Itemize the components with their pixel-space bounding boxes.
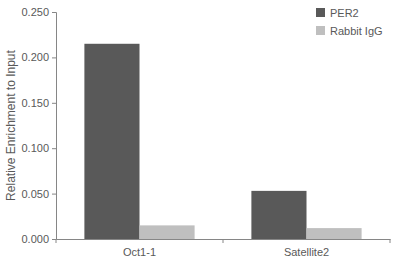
x-tick: Oct1-1 [123, 239, 156, 258]
y-tick: 0.100 [21, 142, 56, 154]
y-tick-label: 0.100 [21, 142, 49, 154]
bar [84, 44, 139, 239]
legend-swatch [316, 8, 325, 17]
y-tick-label: 0.250 [21, 6, 49, 18]
x-separator [223, 239, 224, 243]
y-tick: 0.150 [21, 97, 56, 109]
y-tick-label: 0.000 [21, 233, 49, 245]
bar [307, 228, 362, 239]
y-tick-label: 0.150 [21, 97, 49, 109]
x-separator [56, 239, 57, 243]
y-tick-mark [52, 194, 56, 195]
y-axis: 0.000 0.050 0.100 0.150 0.200 0.250 [21, 6, 56, 245]
x-axis: Oct1-1 Satellite2 [57, 239, 391, 258]
y-tick-label: 0.050 [21, 188, 49, 200]
x-separator [390, 239, 391, 243]
y-axis-title: Relative Enrichment to Input [4, 49, 18, 200]
y-tick-mark [52, 103, 56, 104]
y-axis-line [52, 13, 57, 240]
y-tick-mark [52, 12, 56, 13]
y-tick-mark [52, 148, 56, 149]
y-tick-label: 0.200 [21, 51, 49, 63]
y-tick: 0.250 [21, 6, 56, 18]
chart: 0.000 0.050 0.100 0.150 0.200 0.250 Oct1-1 Sate… [0, 0, 400, 271]
legend-label: PER2 [330, 7, 359, 19]
legend-swatch [316, 26, 325, 35]
x-separators [56, 239, 390, 243]
y-tick: 0.050 [21, 188, 56, 200]
legend-label: Rabbit IgG [330, 25, 383, 37]
bars [84, 44, 361, 239]
y-tick-mark [52, 57, 56, 58]
bar [251, 191, 306, 239]
x-tick-label: Satellite2 [284, 246, 329, 258]
legend: PER2 Rabbit IgG [316, 7, 383, 37]
y-tick: 0.000 [21, 233, 56, 245]
bar [140, 225, 195, 239]
x-tick: Satellite2 [284, 239, 329, 258]
x-tick-label: Oct1-1 [123, 246, 156, 258]
y-tick: 0.200 [21, 51, 56, 63]
y-tick-mark [52, 239, 56, 240]
